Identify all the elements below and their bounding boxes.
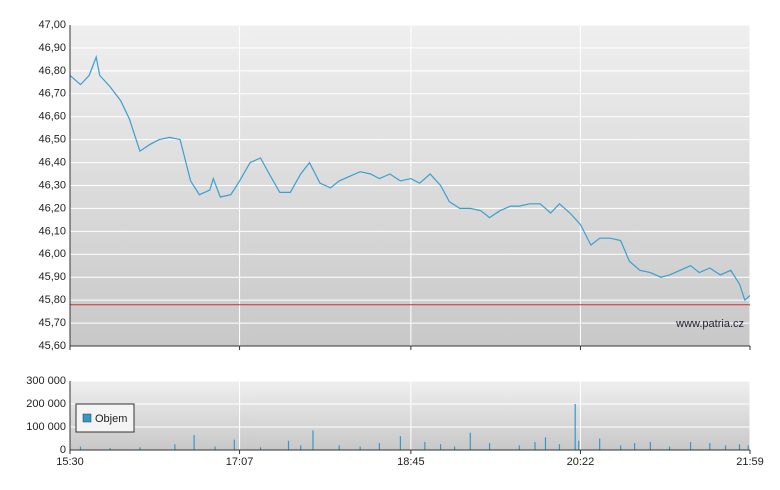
legend: Objem — [75, 403, 135, 433]
y-tick-label: 46,80 — [38, 65, 66, 77]
volume-bar — [488, 443, 491, 450]
volume-bar — [424, 441, 426, 450]
x-tick-label: 20:22 — [567, 456, 595, 468]
y-tick-label: 100 000 — [26, 421, 66, 433]
y-tick-label: 46,20 — [38, 202, 66, 214]
volume-bar — [139, 447, 141, 450]
volume-bar — [724, 445, 727, 450]
volume-bar — [214, 446, 216, 450]
y-tick-label: 45,70 — [38, 317, 66, 329]
volume-bar — [558, 444, 561, 450]
volume-bar — [689, 441, 692, 450]
volume-bar — [300, 445, 302, 450]
x-tick-label: 15:30 — [56, 456, 84, 468]
volume-bar — [574, 404, 576, 450]
volume-bar — [599, 438, 601, 450]
y-tick-label: 45,60 — [38, 340, 66, 352]
volume-bar — [738, 444, 741, 450]
y-tick-label: 200 000 — [26, 398, 66, 410]
y-tick-label: 46,40 — [38, 156, 66, 168]
volume-bar — [668, 446, 671, 450]
x-tick-label: 17:07 — [226, 456, 254, 468]
y-tick-label: 47,00 — [38, 19, 66, 31]
volume-bar — [634, 443, 636, 450]
volume-bar — [109, 448, 111, 450]
volume-bar — [174, 444, 176, 450]
y-tick-label: 300 000 — [26, 375, 66, 387]
volume-bar — [193, 435, 195, 450]
watermark: www.patria.cz — [675, 318, 744, 330]
volume-bar — [287, 440, 290, 450]
y-tick-label: 46,00 — [38, 248, 66, 260]
volume-bar — [469, 432, 471, 450]
y-tick-label: 46,60 — [38, 111, 66, 123]
volume-bar — [649, 441, 651, 450]
y-tick-label: 46,70 — [38, 88, 66, 100]
volume-bar — [620, 445, 622, 450]
volume-bar — [518, 445, 520, 450]
volume-bar — [312, 430, 314, 450]
y-tick-label: 45,90 — [38, 271, 66, 283]
legend-label: Objem — [95, 413, 127, 425]
legend-swatch — [82, 413, 92, 423]
y-tick-label: 0 — [60, 444, 66, 456]
volume-bar — [378, 443, 381, 450]
volume-bar — [544, 437, 547, 450]
volume-bar — [709, 443, 711, 450]
volume-bar — [399, 436, 401, 450]
volume-bar — [439, 444, 442, 450]
volume-plot-area — [70, 381, 750, 450]
x-tick-label: 21:59 — [736, 456, 764, 468]
y-tick-label: 46,30 — [38, 179, 66, 191]
y-tick-label: 46,90 — [38, 42, 66, 54]
x-tick-label: 18:45 — [397, 456, 425, 468]
volume-bar — [259, 447, 262, 450]
volume-bar — [359, 446, 361, 450]
volume-bar — [747, 445, 749, 450]
volume-bar — [338, 445, 340, 450]
volume-bar — [534, 441, 536, 450]
volume-bar — [453, 446, 456, 450]
y-tick-label: 45,80 — [38, 294, 66, 306]
y-tick-label: 46,50 — [38, 134, 66, 146]
volume-bar — [578, 440, 580, 450]
y-tick-label: 46,10 — [38, 225, 66, 237]
volume-bar — [233, 439, 235, 450]
price-line — [69, 54, 751, 302]
volume-bar — [79, 446, 82, 450]
